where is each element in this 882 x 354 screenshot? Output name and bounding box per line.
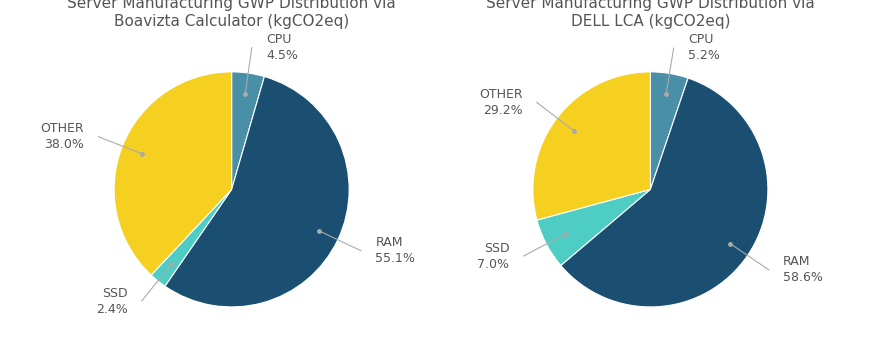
- Wedge shape: [165, 76, 349, 307]
- Text: RAM
55.1%: RAM 55.1%: [375, 236, 415, 266]
- Title: Server Manufacturing GWP Distribution via
DELL LCA (kgCO2eq): Server Manufacturing GWP Distribution vi…: [486, 0, 815, 29]
- Text: CPU
5.2%: CPU 5.2%: [688, 33, 720, 62]
- Wedge shape: [533, 72, 650, 220]
- Wedge shape: [232, 72, 265, 189]
- Text: RAM
58.6%: RAM 58.6%: [783, 256, 823, 285]
- Text: SSD
2.4%: SSD 2.4%: [96, 286, 128, 315]
- Wedge shape: [114, 72, 232, 275]
- Text: CPU
4.5%: CPU 4.5%: [266, 33, 298, 62]
- Title: Server Manufacturing GWP Distribution via
Boavizta Calculator (kgCO2eq): Server Manufacturing GWP Distribution vi…: [67, 0, 396, 29]
- Wedge shape: [561, 78, 768, 307]
- Text: OTHER
29.2%: OTHER 29.2%: [479, 88, 522, 117]
- Wedge shape: [537, 189, 650, 266]
- Wedge shape: [650, 72, 688, 189]
- Text: SSD
7.0%: SSD 7.0%: [477, 241, 509, 270]
- Wedge shape: [151, 189, 232, 286]
- Text: OTHER
38.0%: OTHER 38.0%: [41, 122, 84, 151]
